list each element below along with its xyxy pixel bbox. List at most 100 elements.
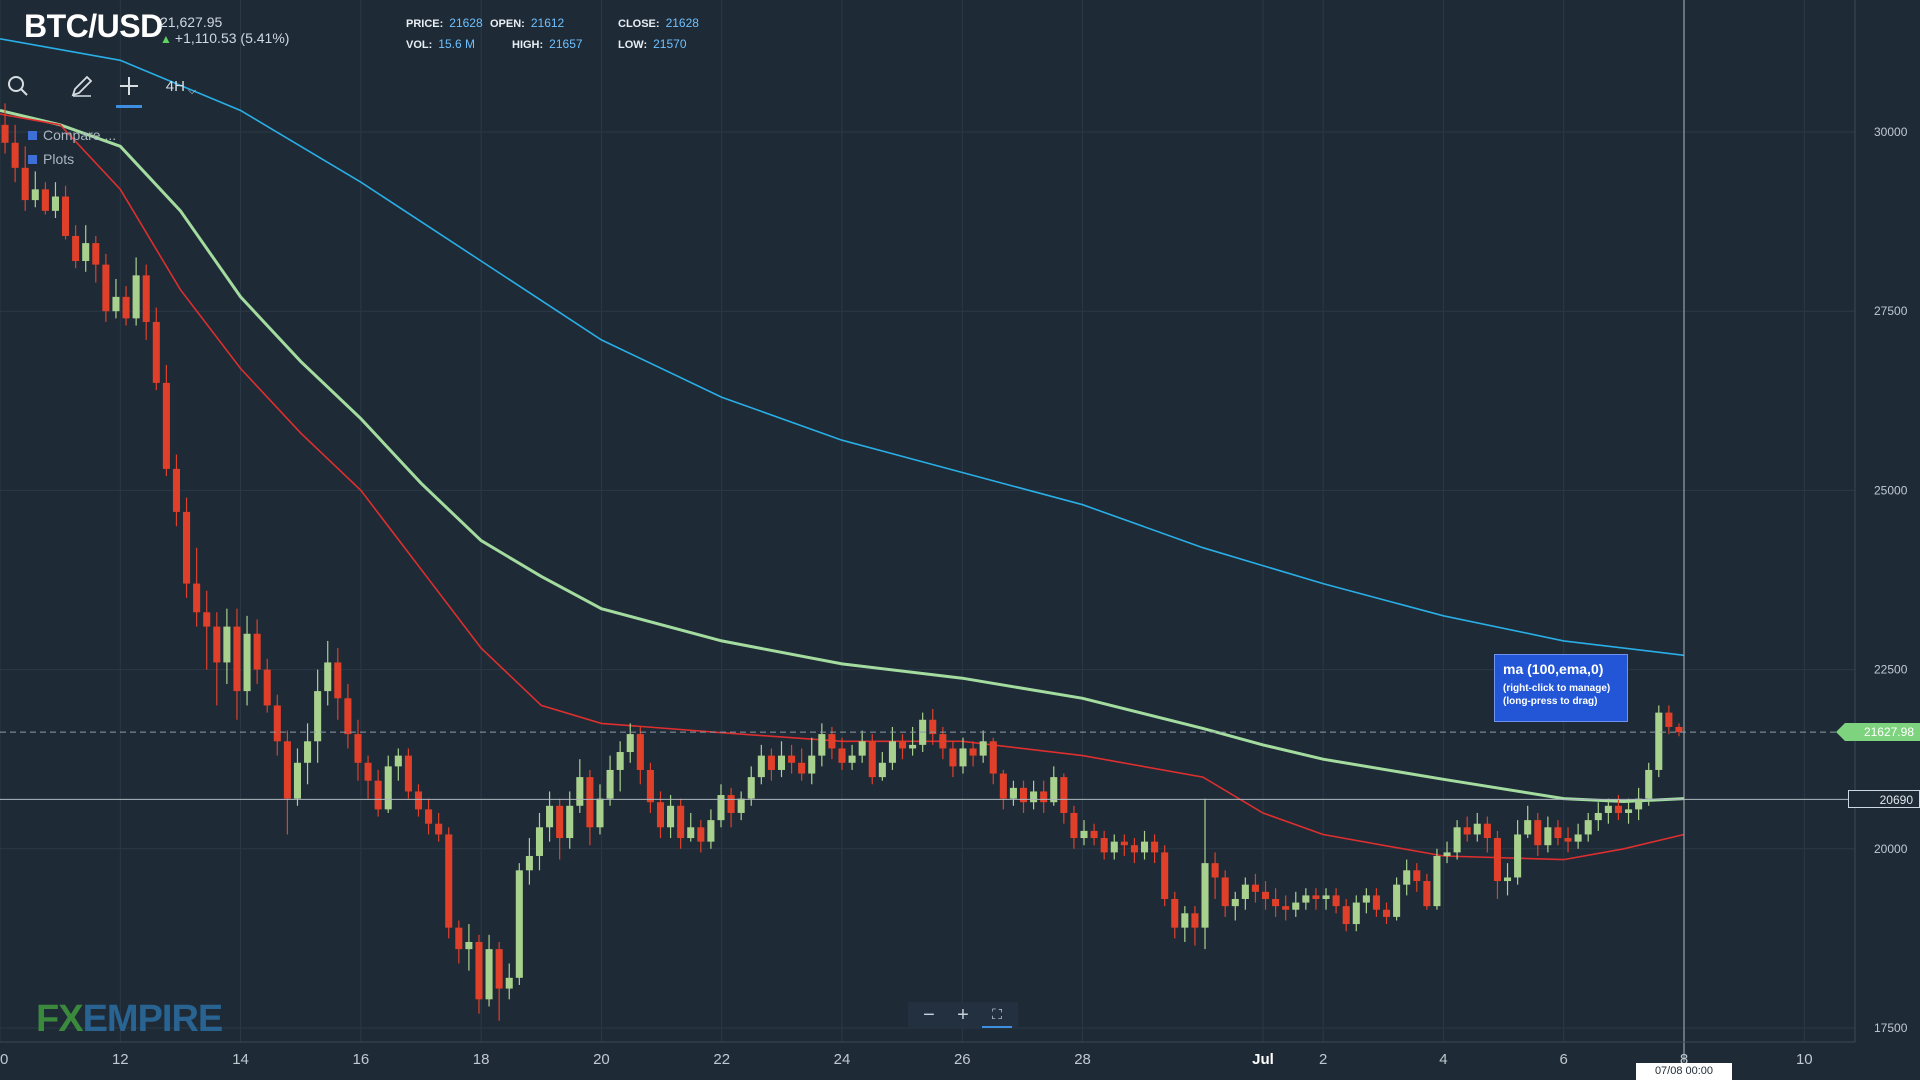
candle-body (939, 734, 947, 749)
candle-body (425, 809, 433, 824)
y-tick-label: 20000 (1874, 842, 1908, 856)
candle-body (142, 275, 150, 322)
candle-body (606, 769, 614, 799)
candle-body (767, 755, 775, 770)
candle-body (1302, 895, 1310, 903)
candle-body (596, 798, 604, 828)
ohlc-vol: VOL: 15.6 M (406, 37, 475, 51)
fullscreen-button[interactable]: ⛶ (982, 1002, 1012, 1028)
candle-body (162, 382, 170, 469)
candle-body (677, 805, 685, 839)
moving-average-line (0, 113, 1685, 861)
candle-body (223, 626, 231, 663)
candle-body (1050, 777, 1058, 803)
candle-body (566, 805, 574, 839)
candle-body (445, 834, 453, 928)
candle-body (1463, 827, 1471, 835)
open-value: 21612 (530, 16, 565, 30)
candle-body (1342, 906, 1350, 925)
legend-plots[interactable]: Plots (28, 151, 74, 167)
candle-body (535, 827, 544, 856)
candle-body (828, 734, 836, 749)
candle-body (1594, 812, 1602, 821)
x-tick-label: 6 (1560, 1051, 1568, 1068)
candle-body (21, 167, 29, 201)
high-label: HIGH: (512, 39, 544, 51)
candle-body (1181, 913, 1189, 928)
crosshair-icon[interactable] (112, 64, 146, 108)
candle-body (1110, 841, 1118, 853)
x-tick-label: 24 (834, 1051, 851, 1068)
moving-average-line (0, 109, 1685, 804)
candle-body (979, 741, 987, 756)
price-lines (0, 0, 1855, 1062)
candle-body (959, 748, 967, 767)
candle-body (999, 773, 1007, 799)
candle-body (1614, 805, 1622, 813)
candle-body (1261, 891, 1270, 899)
candle-body (283, 741, 291, 799)
candle-body (72, 235, 80, 262)
candle-body (1655, 712, 1663, 770)
candle-body (293, 762, 302, 799)
candle-body (878, 762, 886, 778)
interval-label: 4H (165, 77, 185, 95)
candle-body (132, 275, 140, 319)
x-tick-label: 22 (713, 1051, 730, 1068)
candle-body (576, 777, 584, 806)
candle-body (858, 741, 866, 756)
crosshair-price-tag: 20690 (1848, 790, 1920, 808)
candle-body (757, 755, 765, 778)
x-tick-label: 28 (1074, 1051, 1091, 1068)
indicator-tooltip[interactable]: ma (100,ema,0) (right-click to manage) (… (1494, 654, 1628, 722)
zoom-out-button[interactable]: − (923, 1003, 935, 1026)
candle-body (11, 142, 19, 168)
candle-body (374, 780, 382, 810)
moving-average-line (0, 38, 1685, 657)
pencil-icon[interactable] (66, 64, 98, 108)
candle-body (92, 243, 100, 265)
search-icon[interactable] (2, 64, 34, 108)
candle-body (41, 189, 49, 211)
y-tick-label: 30000 (1874, 125, 1908, 139)
candle-body (273, 705, 281, 742)
y-tick-label: 27500 (1874, 304, 1908, 318)
candle-body (1332, 895, 1340, 907)
crosshair-time-tag: 07/08 00:00 (1636, 1063, 1732, 1080)
zoom-in-button[interactable]: + (957, 1003, 969, 1026)
candle-body (1453, 827, 1461, 853)
candle-body (1604, 805, 1612, 813)
candle-body (1019, 787, 1028, 803)
chevron-down-icon: ⌵ (187, 84, 197, 97)
fxempire-logo: FXEMPIRE (36, 998, 223, 1041)
price-value: 21628 (449, 16, 483, 30)
ohlc-price: PRICE: 21628 (406, 16, 483, 30)
candle-body (304, 741, 312, 763)
grid (0, 0, 1855, 1042)
candle-body (818, 734, 826, 756)
open-label: OPEN: (490, 18, 525, 30)
tooltip-hint-drag: (long-press to drag) (1503, 696, 1598, 707)
candle-body (909, 744, 917, 749)
legend-compare[interactable]: Compare ... (28, 127, 116, 143)
ohlc-close: CLOSE: 21628 (618, 16, 699, 30)
price-change-value: +1,110.53 (5.41%) (174, 30, 290, 46)
interval-selector[interactable]: 4H ⌵ (158, 64, 204, 108)
candle-body (888, 741, 896, 763)
symbol-title: BTC/USD (24, 8, 163, 44)
candle-body (465, 941, 473, 950)
candle-body (253, 633, 261, 670)
candle-body (1504, 877, 1512, 882)
current-price-tag: 21627.98 (1836, 723, 1920, 741)
x-tick-label: 8 (1680, 1051, 1688, 1068)
candle-body (203, 612, 211, 627)
candle-body (697, 827, 705, 842)
candle-body (1201, 863, 1209, 928)
candle-body (384, 766, 392, 810)
close-label: CLOSE: (618, 18, 660, 30)
candle-body (62, 196, 70, 236)
candle-body (1574, 834, 1582, 842)
candle-body (364, 762, 372, 781)
logo-fx: FX (36, 998, 84, 1040)
